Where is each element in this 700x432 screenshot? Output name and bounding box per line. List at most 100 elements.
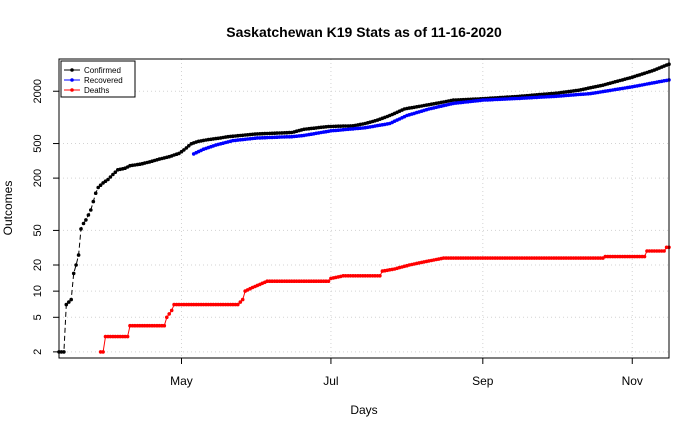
data-point [603,254,608,259]
data-point [133,323,137,328]
data-point [471,256,475,260]
data-point [152,323,157,328]
data-point [583,256,588,260]
data-point [304,279,309,284]
data-point [89,208,93,212]
data-point [216,302,220,307]
data-point [446,256,451,260]
data-point [91,199,96,204]
data-point [113,170,118,174]
data-point [106,177,110,182]
series-recovered [191,78,671,156]
data-point [98,183,103,187]
data-point [520,256,524,260]
y-tick-label: 200 [32,169,44,187]
y-tick-label: 2 [32,349,44,355]
data-point [67,300,71,304]
data-point [167,312,171,316]
data-point [618,254,622,259]
series-line [100,246,669,353]
data-point [628,254,632,259]
series-line [59,63,670,353]
data-point [608,254,612,259]
y-axis-label: Outcomes [1,181,15,236]
data-point [613,254,617,259]
data-point [456,256,461,260]
data-point [466,256,470,260]
legend-swatch-point [70,88,74,92]
data-point [441,256,446,260]
data-point [324,279,328,284]
y-tick-label: 500 [32,134,44,152]
series-layer [57,62,671,354]
data-point [549,256,554,260]
x-tick-label: Jul [323,374,338,388]
data-point [270,279,274,284]
data-point [637,254,642,259]
data-point [343,274,348,278]
data-point [123,334,127,339]
data-point [211,302,216,307]
data-point [280,279,284,284]
data-point [481,256,485,260]
data-point [64,302,69,307]
data-point [231,302,235,307]
data-point [534,256,539,260]
data-point [79,227,83,231]
data-point [662,249,666,253]
data-point [182,148,186,152]
data-point [113,334,118,339]
data-point [343,124,348,128]
data-point [294,279,299,284]
plot-frame [58,58,670,359]
data-point [363,274,368,278]
data-point [652,249,657,253]
data-point [451,256,456,260]
data-point [559,256,563,260]
data-point [76,253,81,257]
data-point [240,297,245,302]
data-point [476,256,480,260]
data-point [265,279,270,284]
data-point [118,334,122,339]
x-tick-label: Nov [622,374,643,388]
data-point [530,256,534,260]
legend-label: Deaths [84,86,109,95]
data-point [275,279,279,284]
data-point [289,279,294,284]
legend-label: Recovered [84,76,123,85]
data-point [138,323,142,328]
data-point [196,302,201,307]
data-point [515,256,519,260]
data-point [177,302,181,307]
data-point [128,323,132,328]
data-point [593,256,598,260]
data-point [510,256,514,260]
data-point [236,302,240,307]
data-point [632,254,637,259]
data-point [326,279,331,284]
data-point [285,279,289,284]
data-point [84,218,88,222]
y-tick-label: 50 [32,224,44,236]
data-point [598,256,603,260]
data-point [111,172,115,177]
data-point [358,274,363,278]
data-point [187,144,191,148]
data-point [505,256,510,260]
data-point [238,300,243,304]
data-point [142,323,147,328]
legend-label: Confirmed [84,66,121,75]
data-point [485,256,490,260]
data-point [226,302,230,307]
data-point [81,221,86,226]
data-point [86,213,91,217]
legend-swatch-point [70,78,74,82]
data-point [101,350,105,354]
data-point [319,279,323,284]
legend-swatch-point [70,68,74,72]
y-tick-label: 10 [32,285,44,297]
data-point [62,350,66,354]
data-point [103,334,108,339]
data-point [500,256,505,260]
